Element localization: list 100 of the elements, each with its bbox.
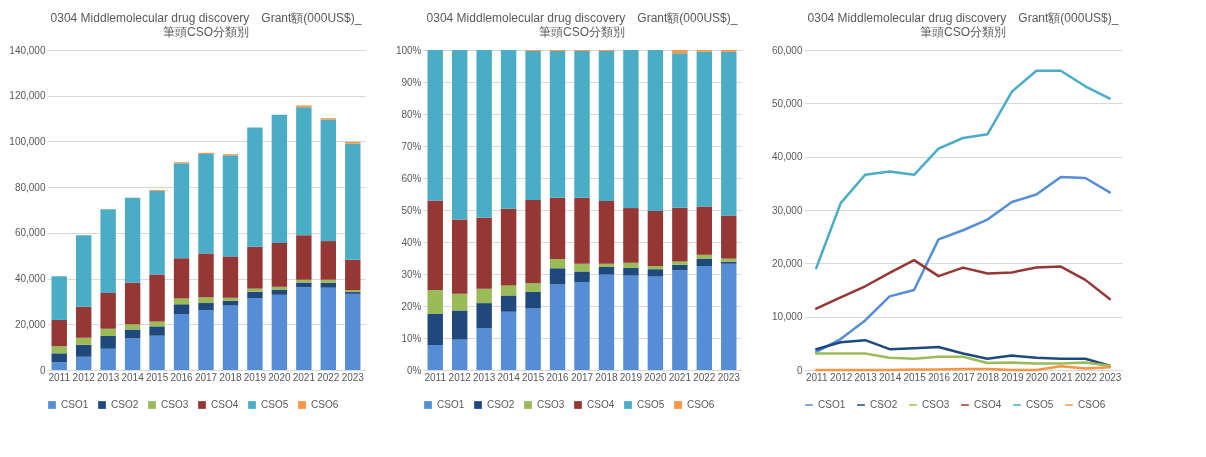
- x-tick-label: 2020: [644, 371, 667, 383]
- bar: [427, 50, 443, 201]
- chart-title: 0304 Middlemolecular drug discovery Grant額(000US$)_ 筆頭CSO分類別: [50, 11, 362, 39]
- x-tick-label: 2016: [927, 371, 951, 383]
- bar: [598, 263, 615, 267]
- x-tick-label: 2019: [1001, 371, 1024, 383]
- bar: [549, 284, 566, 370]
- x-tick-label: 2018: [595, 371, 619, 383]
- bar: [647, 269, 664, 277]
- bar: [451, 339, 468, 370]
- legend-label: CSO6: [1078, 399, 1106, 410]
- bar: [672, 207, 688, 262]
- bar: [451, 310, 468, 340]
- legend-label: CSO6: [687, 399, 715, 410]
- bar: [51, 353, 67, 363]
- bar: [222, 297, 239, 301]
- chart-title: 0304 Middlemolecular drug discovery Grant額(000US$)_ 筆頭CSO分類別: [807, 11, 1119, 39]
- line-series: [814, 69, 1112, 270]
- bar: [721, 215, 737, 259]
- y-tick-label: 90%: [401, 76, 422, 88]
- x-tick-label: 2021: [292, 371, 316, 383]
- y-tick-label: 80,000: [14, 181, 46, 193]
- bar: [672, 264, 688, 271]
- bar: [149, 274, 165, 322]
- bar: [271, 289, 288, 295]
- x-tick-label: 2013: [97, 371, 120, 383]
- legend-label: CSO3: [161, 399, 189, 410]
- bar: [198, 310, 214, 370]
- x-tick-label: 2012: [72, 371, 96, 383]
- x-tick-label: 2019: [243, 371, 267, 383]
- x-tick-label: 2014: [497, 371, 521, 383]
- bar: [222, 305, 239, 370]
- bar: [124, 282, 141, 325]
- legend-label: CSO5: [637, 399, 665, 410]
- y-tick-label: 10%: [401, 332, 422, 344]
- y-tick-label: 0: [39, 364, 46, 376]
- line-series: [814, 352, 1112, 367]
- x-tick-label: 2016: [546, 371, 570, 383]
- y-tick-label: 100,000: [9, 135, 46, 147]
- legend-label: CSO5: [261, 399, 289, 410]
- bar: [173, 304, 190, 314]
- x-tick-label: 2020: [1025, 371, 1049, 383]
- legend-label: CSO2: [870, 399, 898, 410]
- y-tick-label: 40%: [401, 236, 422, 248]
- bar: [247, 291, 263, 298]
- bar: [721, 51, 737, 216]
- x-tick-label: 2012: [830, 371, 853, 383]
- bar: [500, 311, 517, 370]
- bar: [427, 200, 443, 290]
- bar: [525, 308, 541, 370]
- legend-label: CSO2: [487, 399, 515, 410]
- bar: [476, 303, 492, 329]
- bar: [247, 298, 263, 370]
- bar: [451, 50, 468, 220]
- bar: [173, 314, 190, 370]
- bar: [124, 324, 141, 330]
- x-tick-label: 2021: [668, 371, 692, 383]
- bar: [198, 154, 214, 254]
- bar: [427, 345, 443, 370]
- bar: [271, 286, 288, 290]
- x-tick-label: 2020: [268, 371, 291, 383]
- bar: [549, 197, 566, 259]
- bar: [271, 114, 288, 243]
- legend-label: CSO4: [211, 399, 239, 410]
- legend-label: CSO2: [111, 399, 139, 410]
- bar: [696, 258, 713, 266]
- bar: [222, 256, 239, 298]
- bar: [696, 51, 713, 207]
- legend-label: CSO5: [1026, 399, 1054, 410]
- y-tick-label: 40,000: [14, 273, 46, 285]
- bar: [574, 282, 590, 370]
- x-tick-label: 2014: [878, 371, 902, 383]
- x-tick-label: 2018: [219, 371, 243, 383]
- bar: [623, 50, 639, 209]
- y-tick-label: 70%: [401, 140, 422, 152]
- legend-label: CSO3: [922, 399, 950, 410]
- bar: [51, 319, 67, 347]
- bar: [124, 197, 141, 283]
- legend-label: CSO4: [587, 399, 615, 410]
- x-tick-label: 2015: [903, 371, 927, 383]
- x-tick-label: 2023: [341, 371, 365, 383]
- y-tick-label: 50%: [401, 204, 422, 216]
- bar: [247, 288, 263, 292]
- bar: [427, 290, 443, 314]
- bar: [51, 346, 67, 354]
- x-tick-label: 2014: [121, 371, 145, 383]
- y-tick-label: 120,000: [9, 90, 46, 102]
- bar: [100, 348, 116, 370]
- x-tick-label: 2022: [317, 371, 340, 383]
- x-tick-label: 2021: [1050, 371, 1073, 383]
- bar: [525, 200, 541, 284]
- bar: [500, 50, 517, 209]
- bar: [647, 266, 664, 270]
- x-tick-label: 2015: [145, 371, 169, 383]
- legend-label: CSO3: [537, 399, 565, 410]
- bar: [296, 235, 312, 280]
- bar: [623, 267, 639, 276]
- line-series: [814, 175, 1112, 354]
- y-tick-label: 60,000: [771, 44, 803, 56]
- bar: [247, 246, 263, 289]
